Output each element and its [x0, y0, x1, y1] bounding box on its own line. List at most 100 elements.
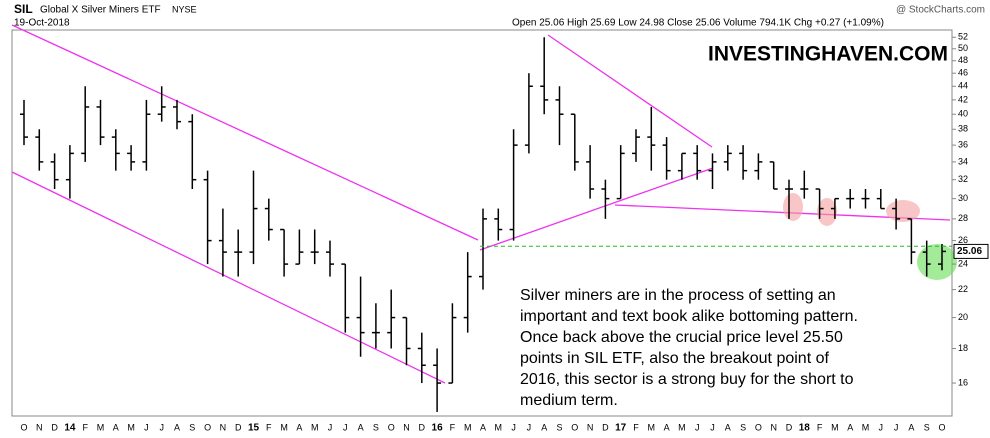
bars [20, 37, 946, 412]
annotation-line: 2016, this sector is a strong buy for th… [520, 371, 854, 388]
trend-line [11, 24, 479, 241]
x-tick-label: D [51, 422, 58, 432]
watermark: INVESTINGHAVEN.COM [708, 43, 948, 66]
y-tick-label: 40 [958, 109, 968, 119]
x-tick-label: J [695, 422, 700, 432]
x-tick-label: S [373, 422, 379, 432]
x-tick-label: 18 [799, 423, 811, 434]
x-tick-label: M [831, 422, 839, 432]
y-tick-label: 20 [958, 312, 968, 322]
trend-line [479, 167, 714, 251]
x-tick-label: A [664, 422, 670, 432]
y-tick-label: 38 [958, 124, 968, 134]
x-tick-label: N [403, 422, 410, 432]
y-tick-label: 48 [958, 55, 968, 65]
y-tick-label: 18 [958, 343, 968, 353]
x-tick-label: J [710, 422, 715, 432]
x-tick-label: O [755, 422, 762, 432]
trend-line [547, 34, 713, 148]
quote: Open 25.06 High 25.69 Low 24.98 Close 25… [512, 18, 884, 29]
price-label: 25.06 [957, 246, 982, 257]
x-tick-label: S [189, 422, 195, 432]
annotation-line: Once back above the crucial price level … [520, 329, 843, 346]
x-tick-label: A [296, 422, 302, 432]
x-tick-label: D [235, 422, 242, 432]
annotation-line: important and text book alike bottoming … [520, 308, 858, 325]
x-tick-label: 17 [615, 423, 627, 434]
x-tick-label: M [311, 422, 319, 432]
x-tick-label: J [527, 422, 532, 432]
x-tick-label: 14 [64, 423, 76, 434]
y-tick-label: 44 [958, 81, 968, 91]
x-tick-label: F [450, 422, 456, 432]
x-tick-label: J [894, 422, 899, 432]
y-tick-label: 16 [958, 377, 968, 387]
y-tick-label: 24 [958, 258, 968, 268]
x-tick-label: N [36, 422, 43, 432]
x-tick-label: S [740, 422, 746, 432]
x-tick-label: F [817, 422, 823, 432]
exchange: NYSE [172, 4, 197, 14]
annotation-line: Silver miners are in the process of sett… [520, 287, 836, 304]
x-tick-label: F [633, 422, 639, 432]
x-tick-label: M [648, 422, 656, 432]
x-tick-label: N [220, 422, 227, 432]
subtitle: Global X Silver Miners ETF [40, 5, 161, 16]
x-tick-label: M [464, 422, 472, 432]
y-tick-label: 46 [958, 68, 968, 78]
y-tick-label: 28 [958, 213, 968, 223]
x-tick-label: M [678, 422, 686, 432]
x-tick-label: F [82, 422, 88, 432]
x-tick-label: O [20, 422, 27, 432]
x-tick-label: J [879, 422, 884, 432]
x-tick-label: A [847, 422, 853, 432]
y-tick-label: 52 [958, 32, 968, 42]
x-tick-label: O [388, 422, 395, 432]
trend-line [11, 171, 446, 384]
highlight [817, 198, 837, 226]
highlight [886, 200, 920, 222]
plot-frame [11, 29, 953, 417]
y-tick-label: 42 [958, 94, 968, 104]
x-tick-label: A [174, 422, 180, 432]
x-tick-label: A [480, 422, 486, 432]
x-tick-label: J [328, 422, 333, 432]
x-tick-label: M [280, 422, 288, 432]
x-tick-label: A [908, 422, 914, 432]
highlight [917, 244, 957, 280]
annotation-line: points in SIL ETF, also the breakout poi… [520, 350, 829, 367]
x-tick-label: F [266, 422, 272, 432]
x-tick-label: N [587, 422, 594, 432]
y-tick-label: 26 [958, 235, 968, 245]
x-tick-label: O [204, 422, 211, 432]
ticker: SIL [14, 2, 33, 16]
y-tick-label: 32 [958, 174, 968, 184]
x-tick-label: A [358, 422, 364, 432]
x-tick-label: M [495, 422, 503, 432]
x-tick-label: M [127, 422, 135, 432]
y-tick-label: 22 [958, 284, 968, 294]
x-tick-label: J [159, 422, 164, 432]
x-tick-label: A [541, 422, 547, 432]
x-tick-label: M [97, 422, 105, 432]
x-tick-label: S [556, 422, 562, 432]
x-tick-label: J [511, 422, 516, 432]
x-tick-label: O [571, 422, 578, 432]
x-tick-label: D [419, 422, 426, 432]
x-tick-label: D [786, 422, 793, 432]
highlight [783, 193, 803, 221]
x-tick-label: D [602, 422, 609, 432]
x-tick-label: J [343, 422, 348, 432]
y-tick-label: 50 [958, 43, 968, 53]
annotation-line: medium term. [520, 392, 618, 409]
date: 19-Oct-2018 [14, 18, 70, 29]
x-tick-label: S [924, 422, 930, 432]
y-tick-label: 30 [958, 193, 968, 203]
x-tick-label: A [113, 422, 119, 432]
x-tick-label: 15 [248, 423, 260, 434]
credit: @ StockCharts.com [896, 5, 985, 16]
x-tick-label: M [862, 422, 870, 432]
y-tick-label: 34 [958, 156, 968, 166]
